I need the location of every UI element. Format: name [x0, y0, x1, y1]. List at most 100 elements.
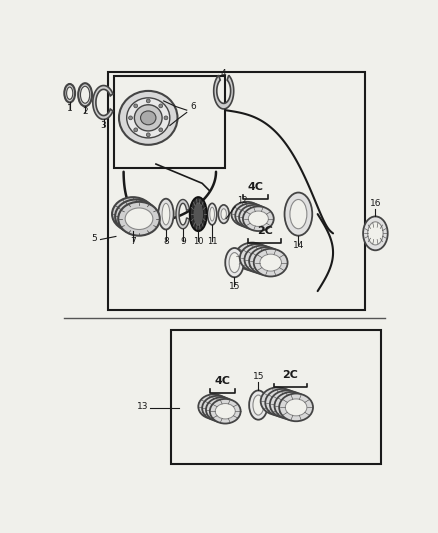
Text: 2C: 2C	[283, 370, 298, 381]
Ellipse shape	[241, 248, 263, 265]
Ellipse shape	[146, 99, 150, 103]
Ellipse shape	[240, 244, 274, 272]
Ellipse shape	[190, 197, 207, 231]
Polygon shape	[214, 75, 234, 109]
Ellipse shape	[198, 394, 229, 419]
Ellipse shape	[249, 391, 268, 419]
Ellipse shape	[285, 192, 312, 236]
Ellipse shape	[229, 253, 240, 273]
Ellipse shape	[246, 249, 268, 266]
Ellipse shape	[212, 402, 231, 417]
Ellipse shape	[81, 86, 90, 103]
Ellipse shape	[225, 248, 244, 277]
Ellipse shape	[210, 207, 215, 221]
Text: 5: 5	[92, 234, 97, 243]
Ellipse shape	[208, 400, 228, 416]
Ellipse shape	[363, 216, 388, 251]
Ellipse shape	[134, 105, 162, 131]
Ellipse shape	[290, 199, 307, 229]
Ellipse shape	[221, 209, 226, 220]
Ellipse shape	[112, 197, 154, 231]
Ellipse shape	[193, 202, 204, 227]
Polygon shape	[176, 199, 189, 229]
Ellipse shape	[276, 396, 298, 413]
Ellipse shape	[159, 128, 162, 132]
Ellipse shape	[215, 403, 235, 419]
Bar	[113, 76, 225, 168]
Ellipse shape	[129, 116, 132, 120]
Ellipse shape	[119, 203, 147, 225]
Ellipse shape	[134, 128, 138, 132]
Text: 4C: 4C	[215, 376, 230, 386]
Ellipse shape	[240, 208, 261, 223]
Ellipse shape	[237, 206, 257, 222]
Text: 15: 15	[253, 372, 264, 381]
Ellipse shape	[239, 205, 270, 230]
Ellipse shape	[254, 249, 288, 277]
Ellipse shape	[125, 208, 153, 230]
Text: 4: 4	[221, 69, 226, 77]
Text: 15: 15	[229, 282, 240, 291]
Ellipse shape	[248, 211, 268, 227]
Ellipse shape	[208, 203, 217, 225]
Ellipse shape	[141, 111, 156, 125]
Text: 14: 14	[293, 241, 304, 250]
Ellipse shape	[164, 116, 168, 120]
Ellipse shape	[67, 87, 73, 99]
Ellipse shape	[281, 398, 302, 414]
Text: 8: 8	[163, 237, 169, 246]
Ellipse shape	[162, 203, 170, 225]
Bar	[108, 71, 364, 310]
Ellipse shape	[64, 84, 75, 102]
Ellipse shape	[285, 399, 307, 416]
Text: 6: 6	[191, 102, 196, 111]
Ellipse shape	[244, 209, 265, 225]
Ellipse shape	[115, 199, 157, 233]
Ellipse shape	[265, 389, 299, 417]
Text: 1: 1	[67, 104, 73, 113]
Text: 12: 12	[237, 196, 248, 205]
Ellipse shape	[249, 247, 283, 275]
Ellipse shape	[118, 202, 160, 236]
Text: 7: 7	[130, 237, 136, 246]
Ellipse shape	[210, 399, 240, 424]
Ellipse shape	[127, 98, 170, 138]
Text: 10: 10	[193, 237, 204, 246]
Text: 11: 11	[207, 237, 217, 246]
Text: 2: 2	[82, 107, 88, 116]
Ellipse shape	[159, 104, 162, 108]
Ellipse shape	[231, 202, 262, 227]
Ellipse shape	[204, 399, 224, 414]
Ellipse shape	[272, 394, 293, 411]
Ellipse shape	[122, 206, 150, 227]
Polygon shape	[93, 85, 113, 119]
Ellipse shape	[275, 392, 308, 419]
Ellipse shape	[255, 253, 277, 270]
Text: 2C: 2C	[257, 225, 273, 236]
Ellipse shape	[78, 83, 92, 106]
Ellipse shape	[260, 254, 282, 271]
Ellipse shape	[251, 251, 272, 268]
Text: 4C: 4C	[247, 182, 264, 192]
Ellipse shape	[146, 133, 150, 137]
Text: 16: 16	[370, 199, 381, 208]
Ellipse shape	[158, 199, 173, 230]
Ellipse shape	[235, 203, 266, 228]
Ellipse shape	[119, 91, 177, 145]
Ellipse shape	[202, 396, 233, 421]
Ellipse shape	[134, 104, 138, 108]
Text: 3: 3	[101, 121, 106, 130]
Bar	[171, 329, 381, 464]
Ellipse shape	[218, 205, 229, 223]
Ellipse shape	[367, 222, 383, 245]
Ellipse shape	[235, 243, 269, 270]
Ellipse shape	[270, 391, 304, 418]
Ellipse shape	[206, 398, 237, 422]
Ellipse shape	[267, 393, 288, 410]
Ellipse shape	[244, 246, 279, 273]
Ellipse shape	[253, 395, 264, 415]
Ellipse shape	[279, 393, 313, 421]
Text: 13: 13	[137, 402, 148, 411]
Text: 9: 9	[180, 237, 186, 246]
Ellipse shape	[261, 387, 294, 415]
